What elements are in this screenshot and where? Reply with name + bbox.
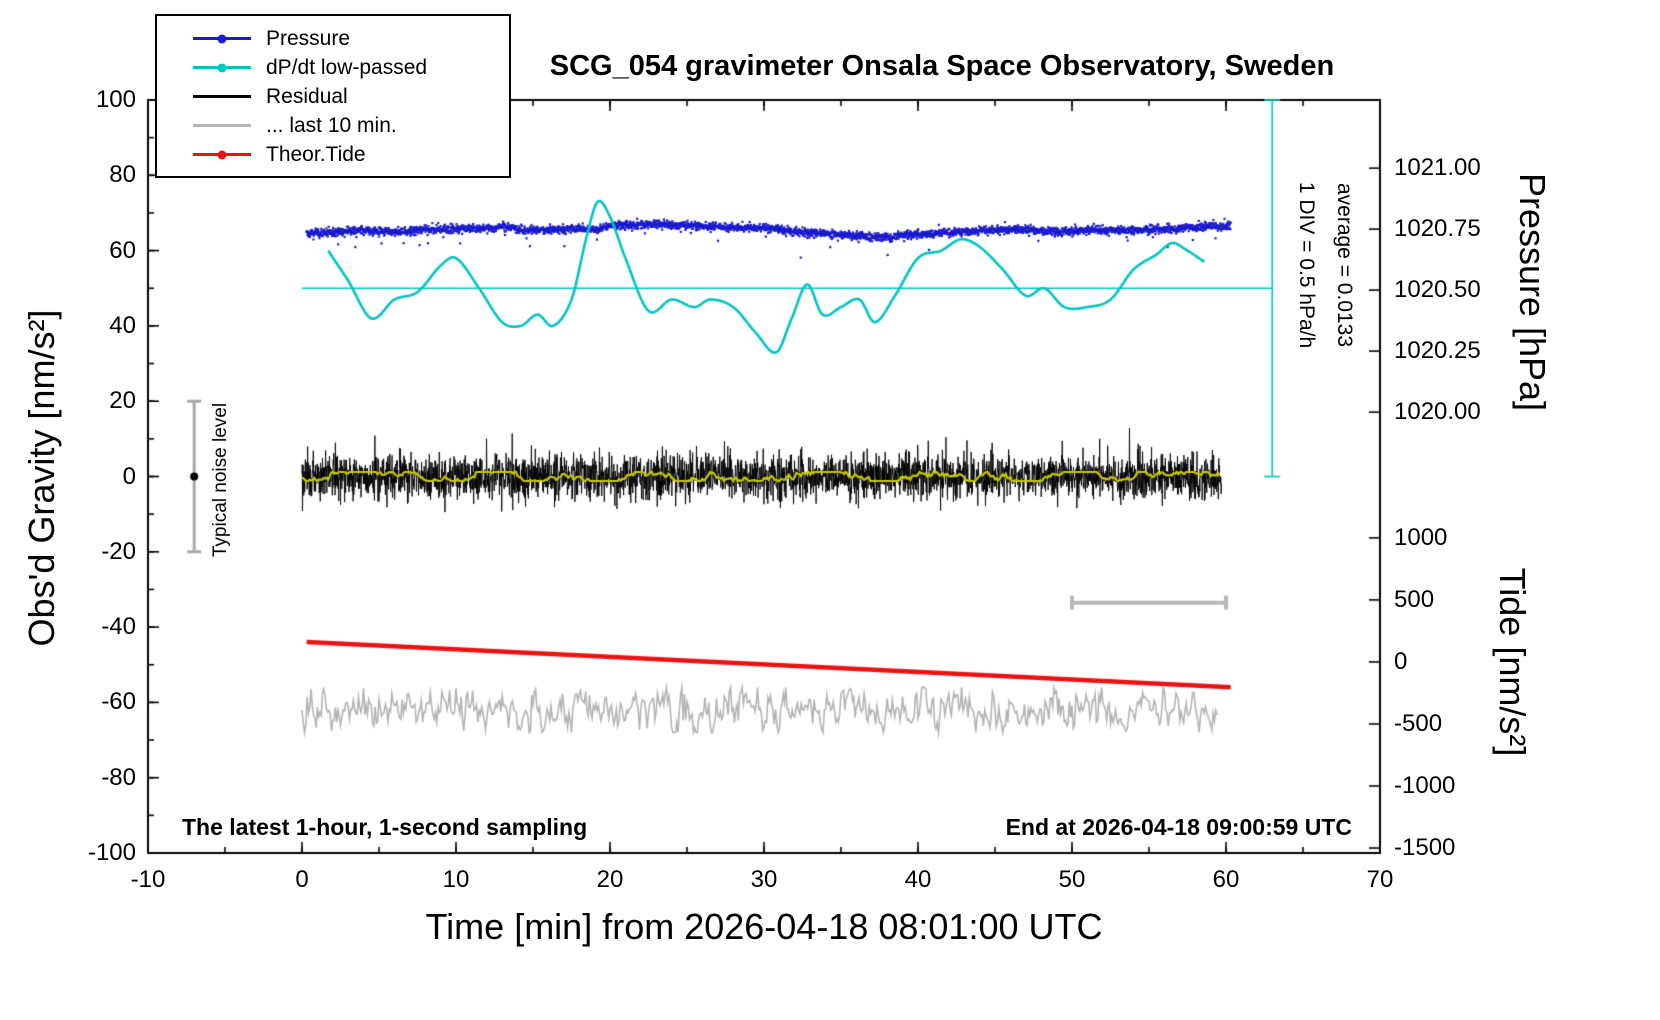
legend-marker-dot-theor-tide (217, 150, 227, 159)
legend-item-pressure: Pressure (157, 24, 509, 53)
y-axis-label-pressure: Pressure [hPa] (1512, 172, 1553, 412)
div-scale-note: 1 DIV = 0.5 hPa/h (1295, 181, 1318, 349)
legend-line-sample-last-10-min (193, 124, 251, 127)
gravity-tick-label: 100 (95, 86, 136, 113)
pressure-tick-label: 1020.75 (1394, 215, 1481, 243)
tide-tick-label: -500 (1394, 709, 1443, 737)
chart-title: SCG_054 gravimeter Onsala Space Observat… (549, 50, 1335, 82)
time-tick-label: 20 (596, 866, 624, 893)
sampling-note: The latest 1-hour, 1-second sampling (182, 814, 588, 840)
legend-marker-dot-dpdt-low-passed (217, 63, 227, 72)
y-axis-label-tide: Tide [nm/s²] (1492, 567, 1533, 757)
time-tick-label: 40 (904, 866, 932, 893)
time-tick-label: 50 (1058, 866, 1086, 893)
legend-label-last-10-min: ... last 10 min. (266, 113, 397, 137)
time-tick-label: 30 (750, 866, 778, 893)
legend: Pressure dP/dt low-passed Residual ... last… (155, 14, 511, 178)
x-axis-label: Time [min] from 2026-04-18 08:01:00 UTC (425, 906, 1103, 947)
time-tick-label: 0 (295, 866, 309, 893)
gravity-tick-label: 80 (109, 161, 136, 189)
legend-label-theor-tide: Theor.Tide (266, 142, 366, 166)
tide-tick-label: 500 (1394, 585, 1435, 613)
time-tick-label: 60 (1212, 866, 1240, 893)
pressure-tick-label: 1020.50 (1394, 276, 1481, 304)
gravity-tick-label: 0 (122, 462, 136, 490)
legend-line-sample-dpdt-low-passed (193, 63, 251, 72)
tide-tick-label: -1000 (1394, 771, 1456, 799)
tide-tick-label: 1000 (1394, 523, 1448, 551)
legend-item-dpdt-low-passed: dP/dt low-passed (157, 53, 509, 82)
legend-marker-dot-pressure (217, 34, 227, 43)
legend-item-theor-tide: Theor.Tide (157, 140, 509, 169)
pressure-tick-label: 1021.00 (1394, 154, 1481, 182)
tide-tick-label: -1500 (1394, 834, 1456, 862)
legend-label-pressure: Pressure (266, 26, 351, 50)
gravity-tick-label: -40 (101, 613, 136, 641)
pressure-tick-label: 1020.25 (1394, 337, 1481, 365)
end-time-note: End at 2026-04-18 09:00:59 UTC (1005, 814, 1352, 840)
time-tick-label: 10 (442, 866, 470, 893)
legend-line-sample-residual (193, 95, 251, 98)
gravity-tick-label: 60 (109, 236, 136, 264)
gravity-tick-label: -100 (87, 839, 136, 866)
gravity-tick-label: 40 (109, 311, 136, 339)
gravity-tick-label: 20 (109, 387, 136, 415)
legend-line-sample-theor-tide (193, 150, 251, 159)
legend-line-sample-pressure (193, 34, 251, 43)
gravity-tick-label: -80 (101, 763, 136, 791)
y-axis-label-gravity: Obs'd Gravity [nm/s²] (21, 309, 62, 647)
legend-item-last-10-min: ... last 10 min. (157, 111, 509, 140)
tide-tick-label: 0 (1394, 647, 1408, 675)
typical-noise-level-label: Typical noise level (210, 402, 231, 558)
average-note: average = 0.0133 (1333, 182, 1356, 348)
legend-label-residual: Residual (266, 84, 348, 108)
pressure-tick-label: 1020.00 (1394, 398, 1481, 426)
legend-item-residual: Residual (157, 82, 509, 111)
gravity-tick-label: -60 (101, 688, 136, 716)
time-tick-label: 70 (1366, 866, 1394, 893)
legend-label-dpdt-low-passed: dP/dt low-passed (266, 55, 428, 79)
gravity-tick-label: -20 (101, 537, 136, 565)
time-tick-label: -10 (130, 866, 166, 893)
